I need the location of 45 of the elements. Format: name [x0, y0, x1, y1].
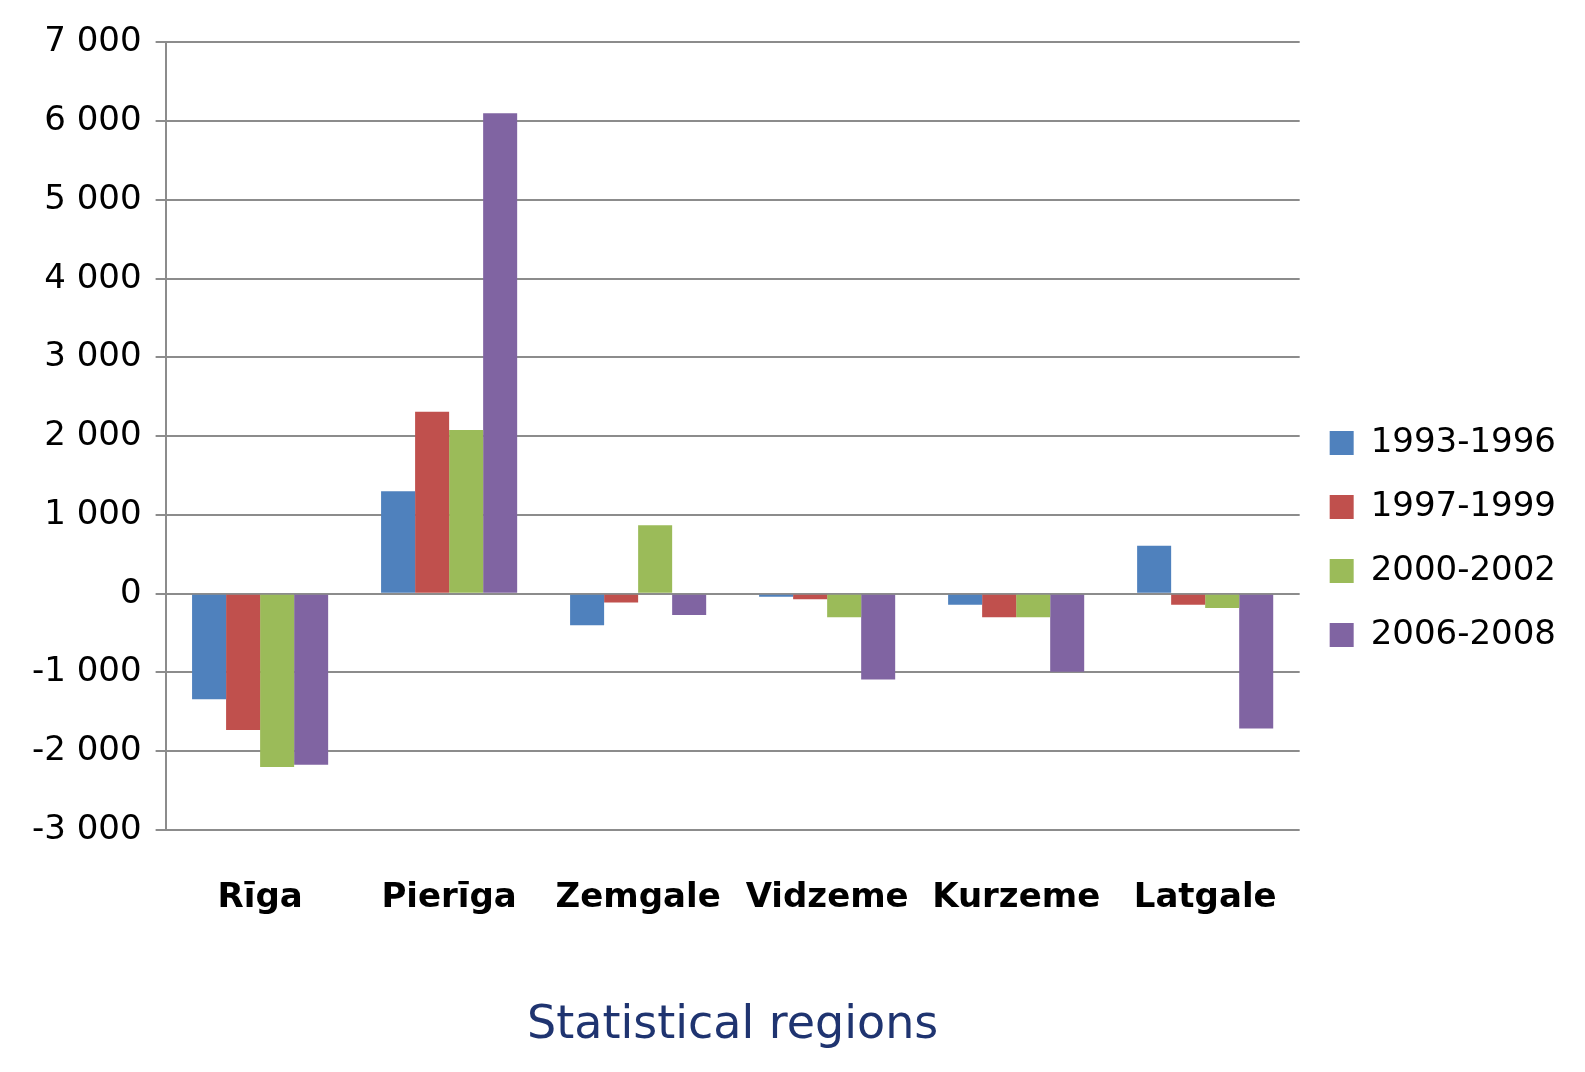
bar: [1205, 594, 1240, 608]
bar: [759, 594, 794, 597]
bar: [604, 594, 639, 603]
bar: [1050, 594, 1085, 672]
x-tick-label: Latgale: [1133, 875, 1277, 916]
x-tick-label: Kurzeme: [932, 875, 1101, 916]
x-axis-title: Statistical regions: [526, 995, 939, 1050]
y-tick-label: 6 000: [44, 97, 142, 138]
bar: [948, 594, 983, 605]
bar: [192, 594, 227, 700]
bar: [381, 491, 416, 593]
x-tick-label: Vidzeme: [745, 875, 909, 916]
y-tick-label: 0: [119, 570, 142, 611]
bar: [570, 594, 605, 626]
bar: [1137, 545, 1172, 593]
bar: [226, 594, 261, 730]
bar: [1171, 594, 1206, 605]
bar: [483, 113, 518, 593]
bar: [449, 429, 484, 593]
bar: [861, 594, 896, 680]
y-tick-label: -1 000: [31, 649, 142, 690]
bar: [260, 594, 295, 767]
y-tick-label: 4 000: [44, 255, 142, 296]
y-tick-label: 2 000: [44, 413, 142, 454]
y-tick-label: -2 000: [31, 728, 142, 769]
bar: [1239, 594, 1274, 729]
y-tick-label: -3 000: [31, 806, 142, 847]
legend-label: 1997-1999: [1370, 483, 1556, 524]
y-tick-label: 7 000: [44, 19, 142, 60]
legend-label: 2006-2008: [1370, 611, 1556, 652]
x-tick-label: Rīga: [217, 875, 303, 916]
y-tick-label: 5 000: [44, 176, 142, 217]
bar: [982, 594, 1017, 618]
legend-label: 2000-2002: [1370, 547, 1556, 588]
bar: [638, 525, 673, 593]
bar: [827, 594, 862, 618]
y-tick-label: 1 000: [44, 491, 142, 532]
x-tick-label: Zemgale: [555, 875, 721, 916]
x-tick-label: Pierīga: [381, 875, 517, 916]
bar: [294, 594, 329, 765]
y-tick-label: 3 000: [44, 334, 142, 375]
legend-label: 1993-1996: [1370, 419, 1556, 460]
bar: [1016, 594, 1051, 618]
bar: [415, 411, 450, 593]
bar: [672, 594, 707, 615]
